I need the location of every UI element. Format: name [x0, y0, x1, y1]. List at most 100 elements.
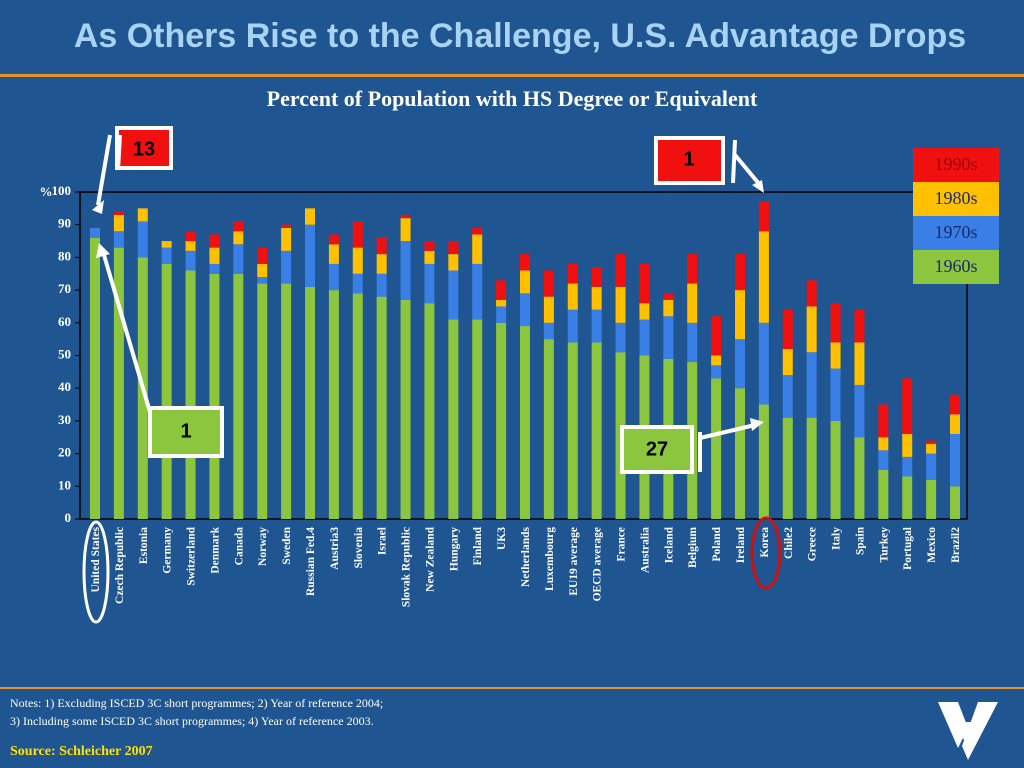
bar-segment [472, 234, 483, 264]
bar-segment [758, 231, 769, 323]
bar-segment [854, 437, 865, 519]
bar-segment [639, 263, 650, 304]
bar-segment [902, 476, 913, 519]
bar-segment [854, 309, 865, 343]
bar-segment [257, 247, 268, 264]
bar-segment [448, 319, 459, 519]
x-tick-label: Canada [233, 527, 245, 566]
bar-segment [830, 368, 841, 421]
x-tick-label: Belgium [687, 527, 699, 568]
bar-segment [328, 263, 339, 291]
source: Source: Schleicher 2007 [10, 744, 153, 759]
bar-segment [328, 234, 339, 245]
bar-segment [926, 453, 937, 480]
x-tick-label: Germany [162, 527, 174, 574]
bar-segment [233, 221, 244, 232]
bar-segment [400, 218, 411, 242]
bar-segment [902, 456, 913, 477]
bar-segment [209, 273, 220, 519]
bar-segment [711, 378, 722, 519]
bar-segment [161, 247, 172, 264]
bar-segment [352, 221, 363, 248]
x-tick-label: New Zealand [424, 526, 436, 591]
bar-segment [376, 254, 387, 274]
x-tick-label: Turkey [878, 527, 890, 563]
bar-segment [854, 384, 865, 438]
bar-segment [615, 286, 626, 323]
bar-segment [758, 201, 769, 232]
x-tick-label: Portugal [902, 527, 914, 570]
bar-segment [758, 404, 769, 519]
x-tick-label: Czech Republic [114, 527, 126, 604]
bar-segment [281, 283, 292, 519]
y-tick-label: 80 [58, 248, 71, 263]
x-tick-label: France [616, 527, 628, 561]
note-line: Notes: 1) Excluding ISCED 3C short progr… [10, 696, 383, 710]
x-tick-label: Netherlands [520, 526, 532, 587]
chart-title: Percent of Population with HS Degree or … [267, 86, 758, 111]
legend-label: 1960s [934, 256, 977, 276]
x-tick-label: Slovenia [353, 527, 365, 569]
legend-label: 1980s [934, 188, 977, 208]
callout-text: 1 [683, 148, 694, 170]
x-tick-label: Greece [807, 527, 819, 561]
bar-segment [257, 263, 268, 278]
bar-segment [209, 234, 220, 248]
x-tick-label: Chile2 [783, 527, 795, 559]
bar-segment [878, 450, 889, 470]
x-tick-label: Australia [639, 527, 651, 573]
bar-segment [639, 303, 650, 320]
callout-box [654, 136, 725, 185]
bar-segment [305, 224, 315, 287]
bar-segment [328, 244, 339, 264]
bar-segment [878, 437, 889, 451]
y-tick-label: 100 [52, 183, 72, 198]
bar-segment [878, 469, 889, 519]
y-tick-label: 20 [58, 445, 71, 460]
bar-segment [782, 417, 793, 519]
bar-segment [926, 479, 937, 519]
bar-segment [543, 296, 554, 323]
bar-segment [711, 355, 722, 366]
y-tick-label: 30 [58, 412, 71, 427]
bar-segment [711, 365, 722, 379]
callout-text: 1 [180, 420, 191, 442]
slide-title: As Others Rise to the Challenge, U.S. Ad… [74, 17, 966, 55]
x-tick-label: Switzerland [186, 526, 198, 585]
bar-segment [543, 322, 554, 340]
logo [938, 702, 998, 760]
bar-segment [735, 388, 745, 519]
bar-segment [113, 211, 124, 215]
x-tick-label: Luxembourg [544, 527, 556, 591]
highlight-ellipse [82, 520, 110, 624]
bar-segment [137, 221, 148, 258]
bar-segment [233, 231, 244, 245]
bar-segment [543, 270, 554, 297]
bar-segment [352, 293, 363, 519]
x-tick-label: Slovak Republic [401, 527, 413, 607]
bar-segment [305, 208, 315, 225]
bar-segment [735, 254, 745, 291]
bar-segment [233, 244, 244, 274]
arrowhead [750, 418, 764, 431]
callouts: 13 1 1 27 [82, 126, 782, 624]
bar-segment [472, 319, 483, 519]
y-tick-label: 90 [58, 216, 71, 231]
bar-segment [735, 339, 745, 389]
x-tick-label: United States [90, 526, 102, 592]
bar-segment [257, 283, 268, 519]
bar-segment [758, 322, 769, 405]
bar-segment [113, 214, 124, 232]
bar-segment [543, 339, 554, 519]
bar-segment [424, 250, 435, 264]
bar-segment [567, 263, 578, 284]
x-tick-label: Hungary [448, 527, 460, 571]
bar-segment [735, 290, 745, 340]
bar-segment [352, 273, 363, 294]
x-tick-label: OECD average [592, 527, 604, 601]
bar-segment [615, 254, 626, 287]
bar-segment [950, 414, 960, 434]
bar-segment [567, 283, 578, 310]
bar-segment [591, 267, 602, 287]
